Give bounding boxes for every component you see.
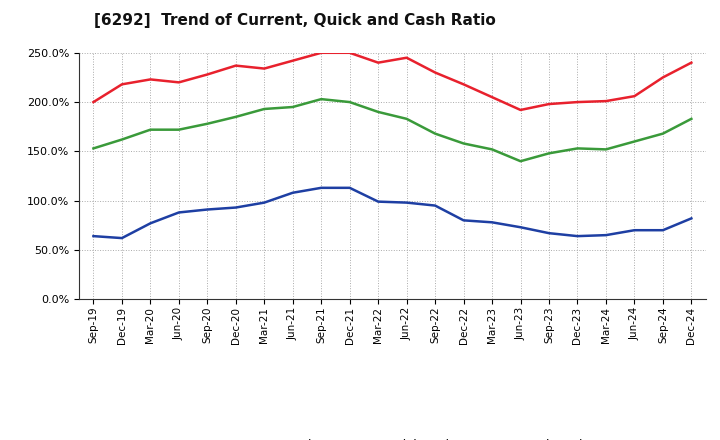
Current Ratio [89,99,98,105]
Current Ratio [573,99,582,105]
Quick Ratio [89,146,98,151]
Text: [6292]  Trend of Current, Quick and Cash Ratio: [6292] Trend of Current, Quick and Cash … [94,13,495,28]
Current Ratio [203,72,212,77]
Quick Ratio [317,96,325,102]
Quick Ratio [117,137,126,142]
Quick Ratio [374,109,382,114]
Current Ratio [431,70,439,75]
Cash Ratio [659,227,667,233]
Current Ratio [260,66,269,71]
Quick Ratio [487,147,496,152]
Cash Ratio [89,234,98,239]
Quick Ratio [630,139,639,144]
Cash Ratio [289,190,297,195]
Current Ratio [659,75,667,80]
Cash Ratio [431,203,439,208]
Cash Ratio [516,224,525,230]
Quick Ratio [516,158,525,164]
Quick Ratio [146,127,155,132]
Cash Ratio [174,210,183,215]
Cash Ratio [545,231,554,236]
Quick Ratio [431,131,439,136]
Cash Ratio [459,218,468,223]
Quick Ratio [260,106,269,112]
Cash Ratio [203,207,212,212]
Current Ratio [117,82,126,87]
Cash Ratio [232,205,240,210]
Quick Ratio [659,131,667,136]
Line: Current Ratio: Current Ratio [94,53,691,110]
Cash Ratio [117,235,126,241]
Legend: Current Ratio, Quick Ratio, Cash Ratio: Current Ratio, Quick Ratio, Cash Ratio [189,433,595,440]
Cash Ratio [346,185,354,191]
Current Ratio [402,55,411,60]
Current Ratio [545,101,554,106]
Quick Ratio [203,121,212,126]
Quick Ratio [573,146,582,151]
Current Ratio [346,50,354,55]
Current Ratio [602,99,611,104]
Cash Ratio [630,227,639,233]
Current Ratio [232,63,240,68]
Cash Ratio [687,216,696,221]
Quick Ratio [402,116,411,121]
Cash Ratio [260,200,269,205]
Quick Ratio [346,99,354,105]
Quick Ratio [232,114,240,120]
Cash Ratio [573,234,582,239]
Current Ratio [516,107,525,113]
Current Ratio [374,60,382,65]
Line: Quick Ratio: Quick Ratio [94,99,691,161]
Current Ratio [487,95,496,100]
Current Ratio [459,82,468,87]
Cash Ratio [487,220,496,225]
Current Ratio [630,94,639,99]
Current Ratio [289,58,297,63]
Quick Ratio [174,127,183,132]
Line: Cash Ratio: Cash Ratio [94,188,691,238]
Cash Ratio [317,185,325,191]
Quick Ratio [459,141,468,146]
Quick Ratio [289,104,297,110]
Current Ratio [146,77,155,82]
Cash Ratio [402,200,411,205]
Current Ratio [687,60,696,65]
Quick Ratio [687,116,696,121]
Quick Ratio [602,147,611,152]
Current Ratio [317,50,325,55]
Current Ratio [174,80,183,85]
Quick Ratio [545,150,554,156]
Cash Ratio [602,232,611,238]
Cash Ratio [374,199,382,204]
Cash Ratio [146,221,155,226]
